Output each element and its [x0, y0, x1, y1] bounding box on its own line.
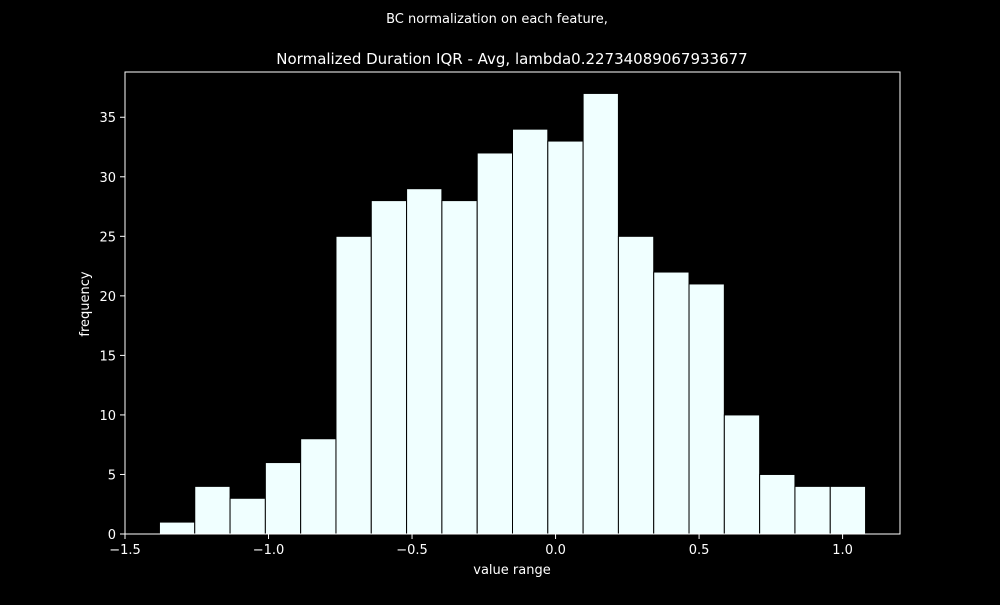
histogram-bar [794, 485, 831, 535]
y-tick-label: 15 [99, 349, 116, 364]
x-tick-label: 1.0 [832, 543, 853, 558]
histogram-bar [582, 92, 619, 535]
y-tick-label: 10 [99, 409, 116, 424]
histogram-bar [229, 497, 266, 535]
y-tick-label: 30 [99, 171, 116, 186]
histogram-bar [476, 152, 514, 535]
y-tick-label: 25 [99, 230, 116, 245]
y-ticks: 0 5 10 15 20 25 30 35 [99, 111, 125, 543]
x-tick-label: −1.0 [253, 543, 285, 558]
histogram-bar [370, 200, 408, 535]
figure-suptitle: BC normalization on each feature, [386, 12, 608, 27]
y-tick-label: 20 [99, 290, 116, 305]
histogram-bar [653, 271, 690, 535]
x-ticks: −1.5 −1.0 −0.5 0.0 0.5 1.0 [109, 534, 853, 558]
histogram-bar [617, 235, 655, 535]
y-tick-label: 5 [108, 468, 116, 483]
y-axis-label: frequency [78, 271, 93, 337]
x-tick-label: 0.0 [545, 543, 566, 558]
histogram-bar [264, 462, 302, 535]
y-tick-label: 35 [99, 111, 116, 126]
bars-group [158, 92, 867, 535]
histogram-bar [512, 128, 549, 535]
histogram-bar [688, 283, 725, 535]
x-axis-label: value range [473, 563, 550, 578]
x-tick-label: 0.5 [689, 543, 710, 558]
histogram-bar [441, 200, 478, 535]
y-tick-label: 0 [108, 528, 116, 543]
histogram-bar [723, 414, 761, 535]
histogram-bar [406, 188, 443, 535]
histogram-bar [335, 235, 372, 535]
axes-frame [124, 71, 901, 535]
histogram-bar [300, 438, 337, 535]
histogram-bar [194, 485, 231, 535]
histogram-bar [158, 521, 196, 535]
chart-title: Normalized Duration IQR - Avg, lambda0.2… [276, 50, 747, 68]
histogram-bar [829, 485, 867, 535]
histogram-bar [547, 140, 584, 535]
x-tick-label: −1.5 [109, 543, 141, 558]
histogram-bar [759, 473, 796, 535]
x-tick-label: −0.5 [396, 543, 428, 558]
